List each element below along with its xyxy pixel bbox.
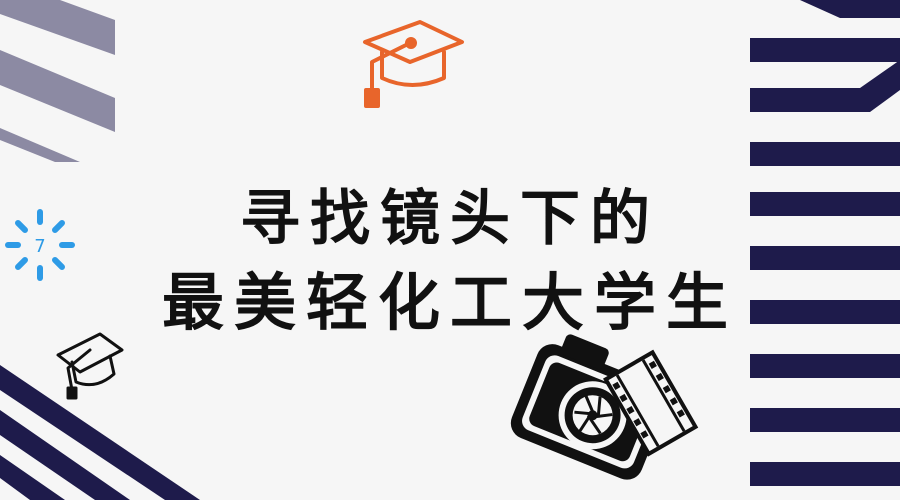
poster-title-line-1: 寻找镜头下的: [240, 184, 660, 254]
badge-number: 7: [34, 236, 46, 257]
poster-title-line-2: 最美轻化工大学生: [161, 266, 738, 339]
